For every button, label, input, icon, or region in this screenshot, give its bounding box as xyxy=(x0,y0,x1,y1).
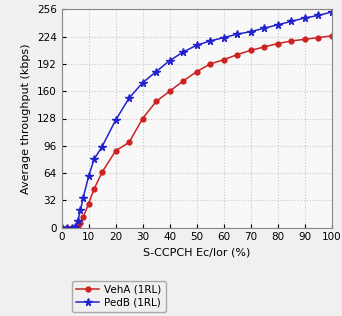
X-axis label: S-CCPCH Ec/Ior (%): S-CCPCH Ec/Ior (%) xyxy=(143,248,250,258)
VehA (1RL) xyxy=(76,224,80,228)
PedB (1RL) xyxy=(168,59,172,63)
VehA (1RL) xyxy=(87,202,91,206)
VehA (1RL) xyxy=(114,149,118,153)
VehA (1RL) xyxy=(127,140,131,144)
PedB (1RL) xyxy=(276,23,280,27)
VehA (1RL) xyxy=(303,37,307,41)
PedB (1RL) xyxy=(81,196,85,200)
PedB (1RL) xyxy=(141,81,145,85)
Legend: VehA (1RL), PedB (1RL): VehA (1RL), PedB (1RL) xyxy=(72,281,166,312)
VehA (1RL) xyxy=(181,79,185,83)
PedB (1RL) xyxy=(208,39,212,43)
VehA (1RL) xyxy=(100,170,104,174)
PedB (1RL) xyxy=(127,96,131,100)
VehA (1RL) xyxy=(235,53,239,57)
VehA (1RL) xyxy=(208,62,212,66)
PedB (1RL) xyxy=(303,16,307,20)
PedB (1RL) xyxy=(65,226,69,229)
PedB (1RL) xyxy=(70,226,75,229)
PedB (1RL) xyxy=(289,20,293,23)
Line: PedB (1RL): PedB (1RL) xyxy=(58,8,336,231)
VehA (1RL) xyxy=(60,226,64,229)
VehA (1RL) xyxy=(154,100,158,103)
PedB (1RL) xyxy=(100,145,104,149)
Line: VehA (1RL): VehA (1RL) xyxy=(59,33,334,230)
PedB (1RL) xyxy=(78,209,82,212)
PedB (1RL) xyxy=(181,50,185,54)
VehA (1RL) xyxy=(276,42,280,46)
VehA (1RL) xyxy=(70,226,75,229)
PedB (1RL) xyxy=(316,14,320,17)
Y-axis label: Average throughput (kbps): Average throughput (kbps) xyxy=(21,43,31,194)
PedB (1RL) xyxy=(262,26,266,30)
PedB (1RL) xyxy=(73,225,77,228)
PedB (1RL) xyxy=(249,30,253,33)
PedB (1RL) xyxy=(235,32,239,36)
VehA (1RL) xyxy=(262,45,266,49)
VehA (1RL) xyxy=(73,226,77,229)
VehA (1RL) xyxy=(65,226,69,229)
PedB (1RL) xyxy=(92,157,96,161)
PedB (1RL) xyxy=(222,36,226,40)
VehA (1RL) xyxy=(168,89,172,93)
VehA (1RL) xyxy=(289,39,293,43)
PedB (1RL) xyxy=(76,219,80,222)
PedB (1RL) xyxy=(114,118,118,122)
VehA (1RL) xyxy=(249,48,253,52)
VehA (1RL) xyxy=(330,34,334,38)
PedB (1RL) xyxy=(60,226,64,229)
PedB (1RL) xyxy=(154,70,158,74)
VehA (1RL) xyxy=(222,58,226,62)
PedB (1RL) xyxy=(195,43,199,47)
VehA (1RL) xyxy=(92,187,96,191)
VehA (1RL) xyxy=(316,36,320,40)
VehA (1RL) xyxy=(81,216,85,219)
PedB (1RL) xyxy=(330,10,334,14)
VehA (1RL) xyxy=(141,117,145,120)
VehA (1RL) xyxy=(195,70,199,74)
PedB (1RL) xyxy=(87,174,91,178)
VehA (1RL) xyxy=(78,222,82,225)
